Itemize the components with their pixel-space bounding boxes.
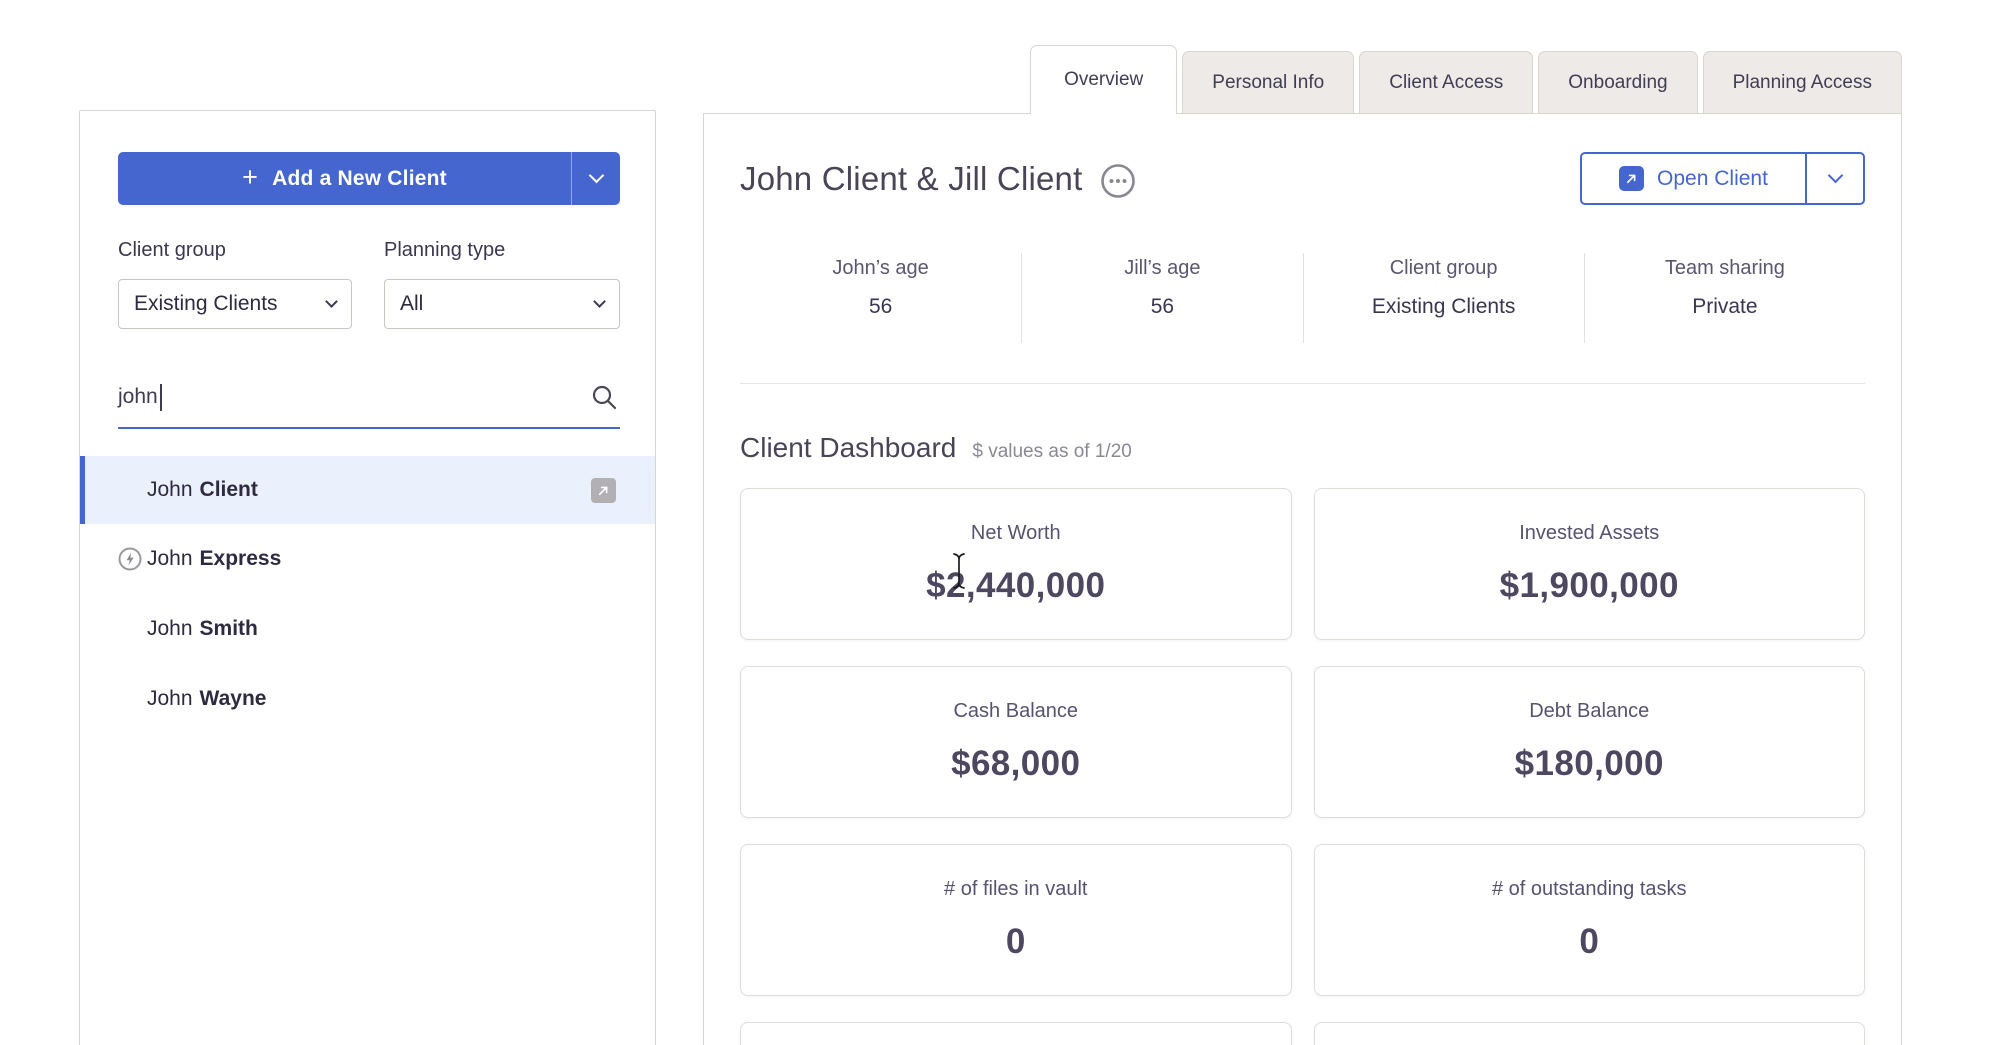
- card-cash-balance: Cash Balance $68,000: [740, 666, 1292, 818]
- ellipsis-menu-icon[interactable]: [1100, 163, 1136, 199]
- tab-client-access[interactable]: Client Access: [1359, 51, 1533, 113]
- search-text: john: [118, 385, 158, 409]
- open-external-icon: [1619, 166, 1644, 191]
- card-debt-balance: Debt Balance $180,000: [1314, 666, 1866, 818]
- dashboard-subtitle: $ values as of 1/20: [972, 441, 1132, 463]
- planning-type-value: All: [400, 292, 423, 316]
- chevron-down-icon: [325, 295, 338, 308]
- list-item-john-express[interactable]: JohnExpress: [80, 524, 655, 594]
- card-files-in-vault: # of files in vault 0: [740, 844, 1292, 996]
- tab-bar: Overview Personal Info Client Access Onb…: [703, 45, 1902, 114]
- client-group-value: Existing Clients: [134, 292, 278, 316]
- section-divider: [740, 383, 1865, 384]
- add-client-dropdown-button[interactable]: [571, 152, 620, 205]
- dashboard-card-partial: [740, 1022, 1292, 1045]
- client-name: JohnWayne: [147, 687, 266, 711]
- list-item-john-smith[interactable]: JohnSmith: [80, 594, 655, 664]
- open-client-button[interactable]: Open Client: [1580, 152, 1865, 205]
- search-input[interactable]: john: [118, 367, 620, 429]
- client-group-select[interactable]: Existing Clients: [118, 279, 352, 329]
- text-caret: [160, 384, 162, 411]
- dashboard-title: Client Dashboard: [740, 432, 956, 464]
- tab-planning-access[interactable]: Planning Access: [1703, 51, 1902, 113]
- client-header: John Client & Jill Client Open Client: [740, 152, 1865, 205]
- planning-type-select[interactable]: All: [384, 279, 620, 329]
- summary-team-sharing: Team sharing Private: [1584, 253, 1865, 343]
- card-outstanding-tasks: # of outstanding tasks 0: [1314, 844, 1866, 996]
- client-overview-panel: John Client & Jill Client Open Client: [703, 113, 1902, 1045]
- chevron-down-icon: [1827, 168, 1843, 184]
- page-title: John Client & Jill Client: [740, 160, 1082, 198]
- chevron-down-icon: [588, 168, 604, 184]
- card-net-worth: Net Worth $2,440,000: [740, 488, 1292, 640]
- list-item-john-client[interactable]: JohnClient: [80, 456, 655, 524]
- add-client-main[interactable]: + Add a New Client: [118, 152, 571, 205]
- summary-jills-age: Jill’s age 56: [1021, 253, 1302, 343]
- client-list-panel: + Add a New Client Client group Existing…: [79, 110, 656, 1045]
- client-group-filter: Client group Existing Clients: [118, 239, 352, 329]
- tab-overview[interactable]: Overview: [1030, 45, 1177, 114]
- planning-type-label: Planning type: [384, 239, 620, 262]
- tab-personal-info[interactable]: Personal Info: [1182, 51, 1354, 113]
- add-client-label: Add a New Client: [272, 167, 447, 191]
- chevron-down-icon: [593, 295, 606, 308]
- summary-client-group: Client group Existing Clients: [1303, 253, 1584, 343]
- client-group-label: Client group: [118, 239, 352, 262]
- open-client-main[interactable]: Open Client: [1582, 154, 1805, 203]
- client-name: JohnExpress: [147, 547, 281, 571]
- open-client-label: Open Client: [1657, 167, 1768, 191]
- summary-johns-age: John’s age 56: [740, 253, 1021, 343]
- open-external-icon: [596, 483, 611, 498]
- client-name: JohnClient: [147, 478, 258, 502]
- app-root: + Add a New Client Client group Existing…: [0, 0, 2000, 1045]
- open-client-dropdown-button[interactable]: [1805, 154, 1863, 203]
- tab-onboarding[interactable]: Onboarding: [1538, 51, 1697, 113]
- client-name: JohnSmith: [147, 617, 258, 641]
- planning-type-filter: Planning type All: [384, 239, 620, 329]
- list-item-john-wayne[interactable]: JohnWayne: [80, 664, 655, 734]
- express-lightning-icon: [118, 547, 142, 571]
- open-client-row-button[interactable]: [591, 478, 616, 503]
- dashboard-heading: Client Dashboard $ values as of 1/20: [740, 432, 1865, 464]
- client-summary-row: John’s age 56 Jill’s age 56 Client group…: [740, 253, 1865, 343]
- dashboard-cards: Net Worth $2,440,000 Invested Assets $1,…: [740, 488, 1865, 1045]
- client-filters: Client group Existing Clients Planning t…: [118, 239, 620, 329]
- client-list: JohnClient JohnExpress: [80, 456, 655, 734]
- plus-icon: +: [242, 164, 258, 191]
- search-icon[interactable]: [590, 383, 618, 411]
- add-client-button[interactable]: + Add a New Client: [118, 152, 620, 205]
- dashboard-card-partial: [1314, 1022, 1866, 1045]
- card-invested-assets: Invested Assets $1,900,000: [1314, 488, 1866, 640]
